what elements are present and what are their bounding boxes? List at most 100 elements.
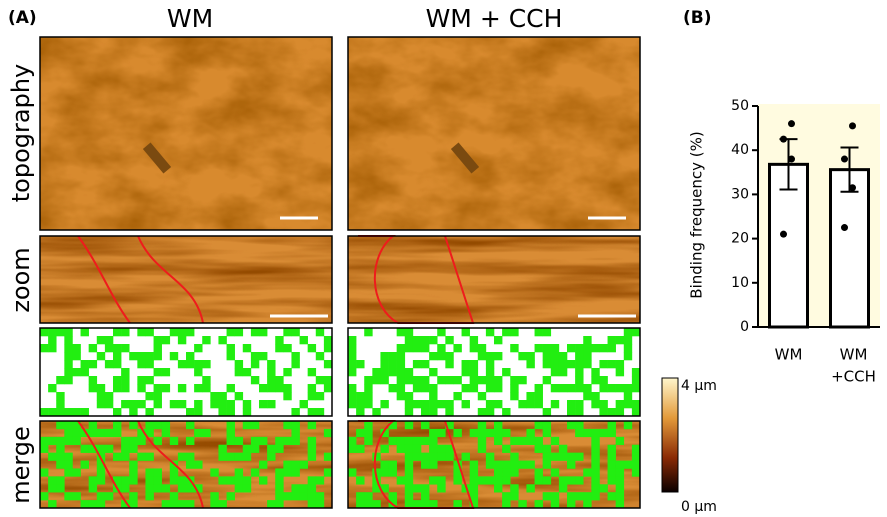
pixel bbox=[412, 484, 422, 493]
pixel bbox=[202, 360, 211, 369]
frame bbox=[39, 420, 333, 509]
pixel bbox=[64, 452, 73, 461]
pixel bbox=[631, 328, 641, 337]
pixel bbox=[259, 460, 268, 469]
pixel bbox=[64, 336, 73, 345]
pixel bbox=[356, 400, 365, 409]
pixel bbox=[510, 460, 519, 469]
pixel bbox=[404, 460, 414, 469]
pixel bbox=[542, 421, 552, 430]
x-tick-label: +CCH bbox=[831, 368, 876, 386]
pixel bbox=[40, 328, 49, 337]
pixel bbox=[404, 500, 414, 509]
pixel bbox=[145, 352, 154, 361]
pixel bbox=[623, 460, 633, 469]
pixel bbox=[607, 336, 616, 345]
pixel bbox=[510, 468, 519, 477]
pixel bbox=[96, 428, 106, 438]
pixel bbox=[283, 436, 292, 446]
pixel bbox=[591, 392, 600, 401]
pixel bbox=[210, 392, 219, 401]
pixel bbox=[315, 376, 325, 385]
pixel bbox=[242, 444, 252, 453]
pixel bbox=[404, 368, 414, 377]
pixel bbox=[469, 492, 479, 501]
pixel bbox=[64, 468, 73, 477]
frame bbox=[347, 36, 641, 231]
pixel bbox=[631, 460, 641, 469]
pixel bbox=[510, 452, 519, 461]
pixel bbox=[104, 336, 114, 345]
pixel bbox=[615, 368, 625, 377]
pixel bbox=[421, 484, 430, 493]
pixel bbox=[485, 360, 495, 369]
pixel bbox=[242, 476, 252, 485]
pixel bbox=[56, 400, 65, 409]
pixel bbox=[40, 468, 49, 477]
pixel bbox=[48, 344, 57, 353]
pixel bbox=[388, 421, 397, 430]
y-tick-label: 10 bbox=[731, 275, 749, 291]
pixel bbox=[429, 444, 438, 453]
pixel bbox=[226, 492, 235, 501]
pixel bbox=[267, 444, 276, 453]
pixel bbox=[291, 468, 300, 477]
topography-texture bbox=[40, 37, 332, 230]
pixel bbox=[461, 328, 470, 337]
pixel bbox=[583, 428, 592, 438]
pixel bbox=[494, 436, 503, 446]
pixel bbox=[64, 408, 73, 417]
pixel bbox=[404, 492, 414, 501]
pixel bbox=[388, 460, 397, 469]
pixel bbox=[372, 408, 381, 417]
pixel bbox=[591, 452, 600, 461]
pixel bbox=[404, 344, 414, 353]
pixel bbox=[599, 384, 608, 393]
pixel bbox=[429, 336, 438, 345]
pixel bbox=[129, 468, 138, 477]
pixel bbox=[494, 376, 503, 385]
pixel bbox=[575, 476, 584, 485]
pixel bbox=[96, 444, 106, 453]
pixel bbox=[485, 384, 495, 393]
pixel bbox=[56, 484, 65, 493]
data-point bbox=[841, 155, 848, 163]
pixel bbox=[194, 400, 203, 409]
pixel bbox=[56, 476, 65, 485]
pixel bbox=[591, 436, 600, 446]
pixel bbox=[64, 360, 73, 369]
pixel bbox=[502, 408, 511, 417]
pixel bbox=[567, 476, 576, 485]
pixel bbox=[218, 408, 227, 417]
pixel bbox=[575, 352, 584, 361]
pixel bbox=[267, 384, 276, 393]
pixel bbox=[153, 392, 162, 401]
pixel bbox=[526, 460, 535, 469]
pixel bbox=[80, 368, 89, 377]
pixel bbox=[291, 484, 300, 493]
pixel bbox=[48, 436, 57, 446]
pixel bbox=[88, 376, 98, 385]
pixel bbox=[445, 400, 454, 409]
pixel bbox=[607, 468, 616, 477]
pixel bbox=[477, 408, 487, 417]
pixel bbox=[80, 460, 89, 469]
pixel bbox=[267, 500, 276, 509]
pixel bbox=[356, 408, 365, 417]
pixel bbox=[177, 328, 187, 337]
pixel bbox=[259, 328, 268, 337]
pixel bbox=[129, 408, 138, 417]
pixel bbox=[177, 484, 187, 493]
pixel bbox=[510, 344, 519, 353]
pixel bbox=[275, 444, 284, 453]
pixel bbox=[469, 476, 479, 485]
pixel bbox=[275, 484, 284, 493]
pixel bbox=[121, 476, 130, 485]
panel-label: (B) bbox=[683, 8, 712, 28]
pixel bbox=[291, 328, 300, 337]
pixel bbox=[404, 408, 414, 417]
pixel bbox=[299, 484, 308, 493]
pixel bbox=[396, 444, 406, 453]
pixel bbox=[404, 376, 414, 385]
pixel bbox=[534, 444, 543, 453]
